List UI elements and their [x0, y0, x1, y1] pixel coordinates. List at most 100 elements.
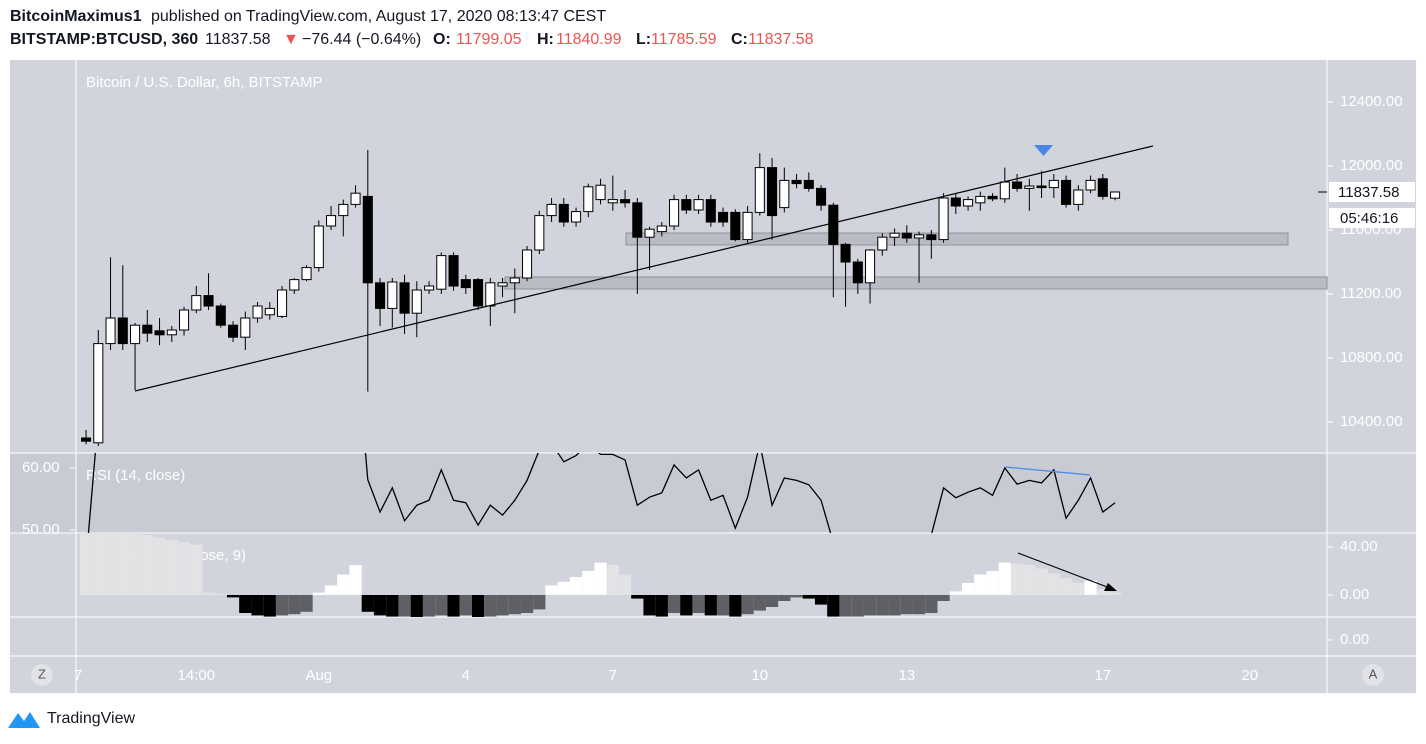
zoom-label[interactable]: Z — [38, 666, 46, 681]
macd-bar — [251, 595, 264, 616]
x-tick-label: 7 — [609, 667, 617, 684]
macd-bar — [1023, 565, 1036, 596]
candle-body — [656, 225, 667, 233]
candle-body — [816, 187, 827, 206]
candle-body — [338, 203, 349, 217]
candle-body — [865, 249, 876, 284]
chart-background — [10, 60, 1416, 693]
support-zone — [625, 232, 1289, 246]
candle-body — [852, 261, 863, 284]
macd-bar — [1096, 589, 1109, 596]
last-price-label: 11837.58 — [1338, 184, 1399, 201]
candle-body — [142, 324, 153, 334]
candle-body — [938, 197, 949, 241]
macd-bar — [778, 595, 791, 602]
candle-body — [999, 181, 1010, 200]
macd-bar — [569, 577, 583, 596]
macd-bar — [1035, 568, 1048, 596]
macd-bar — [839, 595, 852, 617]
macd-bar — [741, 595, 754, 615]
candle-body — [497, 282, 508, 287]
countdown-box — [1329, 207, 1415, 228]
candle-body — [730, 211, 741, 241]
macd-bar — [998, 562, 1011, 596]
candle-body — [350, 192, 361, 205]
candle-body — [742, 211, 753, 241]
macd-bar — [765, 595, 779, 608]
candle-body — [509, 277, 520, 284]
candle-body — [877, 236, 888, 251]
published: published on TradingView.com, August 17,… — [151, 8, 606, 25]
signal-arrow — [1034, 145, 1053, 156]
macd-bar — [618, 574, 632, 596]
macd-bar — [925, 595, 938, 614]
macd-bar — [790, 595, 803, 598]
macd-bar — [141, 535, 154, 596]
trend-line — [134, 145, 1154, 392]
macd-bar — [594, 562, 607, 596]
y-tick-label: 11200.00 — [1340, 285, 1401, 302]
macd-bar — [300, 595, 313, 612]
candle-body — [154, 330, 165, 336]
macd-bar — [312, 592, 325, 596]
candle-body — [546, 203, 557, 217]
candle-body — [228, 324, 239, 338]
candle-body — [950, 197, 961, 207]
candle-body — [803, 179, 814, 189]
pane-title: Bitcoin / U.S. Dollar, 6h, BITSTAMP — [86, 74, 322, 91]
candle-body — [754, 167, 765, 213]
plot: 7 14:00 Aug 4 7 10 13 17 20 Bitcoin / U.S. Dollar… — [22, 74, 1415, 684]
rsi-line — [87, 453, 1116, 533]
candle-body — [203, 295, 214, 307]
y-tick-label: 10800.00 — [1340, 349, 1403, 366]
macd-bar — [226, 595, 240, 598]
macd-bar — [202, 592, 215, 596]
y-tick-label: 0.00 — [1340, 631, 1369, 648]
macd-bar — [631, 595, 644, 599]
candle-body — [644, 228, 655, 238]
macd-bar — [1010, 563, 1024, 596]
x-tick-label: 14:00 — [178, 667, 216, 684]
candle-body — [362, 195, 373, 284]
macd-bar — [667, 595, 681, 614]
candle-body — [583, 186, 594, 213]
macd-bar — [937, 595, 950, 602]
x-tick-label: 20 — [1241, 667, 1258, 684]
auto-button[interactable] — [1362, 664, 1384, 686]
macd-bar — [851, 595, 864, 617]
candle-body — [1085, 179, 1096, 191]
candle-body — [840, 243, 851, 263]
macd-bar — [484, 595, 497, 617]
macd-bar — [263, 595, 276, 617]
macd-bar — [1072, 583, 1085, 596]
divergence-line — [1004, 466, 1091, 476]
macd-bar — [92, 533, 105, 596]
candle-body — [130, 324, 141, 345]
header: BitcoinMaximus1 published on TradingView… — [10, 8, 814, 48]
macd-bar — [655, 595, 668, 617]
auto-label[interactable]: A — [1369, 666, 1378, 681]
macd-bar — [398, 595, 411, 617]
candle-body — [1024, 185, 1035, 189]
candle-body — [779, 179, 790, 209]
zoom-button[interactable] — [31, 664, 53, 686]
arrow: ▼ — [283, 31, 299, 48]
change: −76.44 (−0.64%) — [302, 31, 421, 48]
candle-body — [93, 343, 104, 444]
y-tick-label: 60.00 — [22, 459, 60, 476]
candle-body — [387, 281, 398, 309]
candle-body — [289, 279, 300, 291]
candle-body — [1110, 191, 1121, 199]
macd-bar — [802, 595, 815, 599]
x-tick-label: Aug — [305, 667, 332, 684]
candle-body — [558, 203, 569, 223]
candle-body — [473, 279, 484, 307]
macd-bar — [974, 574, 987, 596]
x-tick-label: 7 — [74, 667, 82, 684]
candle-body — [411, 289, 422, 314]
pane-plot: MACD (12, 26, close, 9) — [79, 533, 1122, 617]
candle-body — [424, 285, 435, 291]
arrow-head — [1104, 583, 1117, 591]
header-line-1: BitcoinMaximus1 published on TradingView… — [10, 8, 606, 25]
candle-body — [117, 317, 128, 345]
